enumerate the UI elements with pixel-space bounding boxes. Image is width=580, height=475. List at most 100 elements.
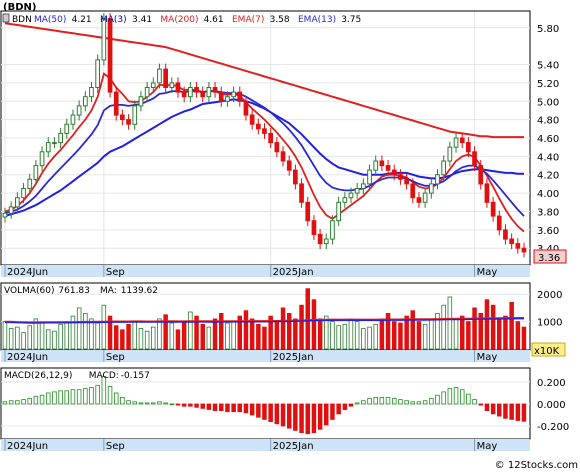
volume-bar (194, 315, 199, 350)
macd-bar (336, 403, 341, 415)
volume-bar (323, 315, 329, 350)
candle-body (459, 137, 465, 144)
volume-bars (2, 288, 527, 350)
volume-bar (490, 304, 496, 350)
macd-bar (354, 402, 360, 405)
volume-bar (120, 329, 125, 350)
candle-body (280, 151, 286, 162)
legend-entry-label: MA(3) (100, 15, 127, 25)
candle-body (144, 87, 150, 98)
volume-bar (218, 312, 224, 350)
macd-bar (379, 396, 385, 405)
macd-bar (163, 402, 168, 405)
macd-bar (459, 389, 465, 405)
volume-bar (280, 307, 286, 350)
macd-bar (361, 400, 366, 405)
macd-bar (243, 403, 249, 414)
volume-axis-ticks: 2000 1000 (537, 290, 562, 328)
candle-body (490, 201, 496, 217)
macd-bar (447, 388, 453, 405)
candle-body (231, 91, 237, 98)
price-tick-label: 5.80 (537, 24, 559, 35)
macd-bar (89, 387, 94, 405)
candle-body (113, 91, 119, 116)
macd-bar (280, 403, 286, 427)
price-tick-label: 5.00 (537, 97, 559, 108)
candle-body (447, 146, 453, 162)
price-tick-label: 4.80 (537, 116, 559, 127)
legend-ticker: BDN (12, 15, 32, 25)
volume-bar (410, 310, 415, 350)
volume-bar (311, 299, 317, 350)
candle-body (212, 87, 218, 93)
candle-body (76, 105, 82, 116)
candle-body (478, 165, 484, 185)
macd-bar (212, 403, 218, 411)
macd-bar (305, 403, 310, 435)
candle-body (293, 169, 298, 185)
volume-bar (342, 323, 348, 350)
candle-body (422, 192, 428, 203)
candle-body (237, 91, 243, 102)
volume-unit-tag (531, 342, 566, 357)
price-tick-label: 4.60 (537, 134, 559, 145)
macd-bar (175, 403, 181, 406)
candle-body (416, 197, 422, 203)
candle-body (243, 100, 249, 116)
macd-bar (188, 403, 193, 407)
macd-bar (348, 403, 354, 407)
macd-bar (398, 399, 403, 405)
ticker-label: (BDN) (3, 2, 36, 13)
macd-legend-label: MACD(26,12,9) (4, 371, 72, 381)
macd-legend: MACD(26,12,9) MACD: -0.157 (4, 371, 150, 381)
last-price-value: 3.36 (538, 253, 560, 264)
macd-bar (317, 403, 323, 430)
volume-bar (52, 330, 57, 350)
volume-bar (435, 312, 440, 350)
volume-unit-label: x10K (534, 346, 560, 357)
candle-body (132, 105, 138, 125)
volume-ma2-path (5, 318, 524, 324)
candle-body (70, 114, 76, 125)
volume-bar (404, 315, 409, 350)
macd-bar (107, 385, 113, 405)
volume-bar (157, 318, 162, 350)
macd-bar (46, 392, 51, 405)
macd-axis-ticks: 0.200 0.000 -0.200 (537, 378, 569, 433)
macd-bar (478, 403, 483, 406)
legend-entry-value: 4.21 (72, 15, 92, 25)
macd-tick-label: -0.200 (537, 422, 569, 433)
date-label: Sep (106, 267, 125, 278)
macd-bar (404, 400, 409, 405)
macd-bar (484, 403, 490, 411)
volume-bar (354, 321, 360, 350)
macd-bar (95, 384, 100, 405)
date-label: May (477, 267, 498, 278)
volume-bar (391, 321, 397, 350)
volume-bar (293, 318, 298, 350)
candle-body (126, 119, 131, 125)
macd-bar (200, 403, 205, 409)
candle-body (58, 132, 63, 144)
volume-bar (15, 326, 20, 350)
macd-bar (101, 376, 107, 405)
volume-bar (317, 318, 323, 350)
candle-body (410, 183, 416, 199)
macd-bar (21, 399, 26, 405)
date-label: 2024Jun (7, 441, 48, 452)
volume-legend-label: MA: (100, 286, 117, 296)
price-tick-label: 4.00 (537, 189, 559, 200)
price-tick-label: 5.20 (537, 79, 559, 90)
price-legend: BDN MA(50) 4.21 MA(3) 3.41 MA(200) 4.61 EMA(7) 3… (2, 13, 361, 25)
candle-body (39, 151, 45, 167)
macd-bar (70, 389, 76, 405)
candle-body (138, 96, 144, 107)
volume-bar (169, 322, 175, 350)
volume-bar (206, 326, 212, 350)
macd-bar (83, 388, 88, 405)
macd-bar (286, 403, 292, 429)
volume-bar (27, 325, 32, 350)
volume-bar (89, 318, 94, 350)
candle-body (249, 114, 255, 125)
candle-body (330, 220, 335, 240)
